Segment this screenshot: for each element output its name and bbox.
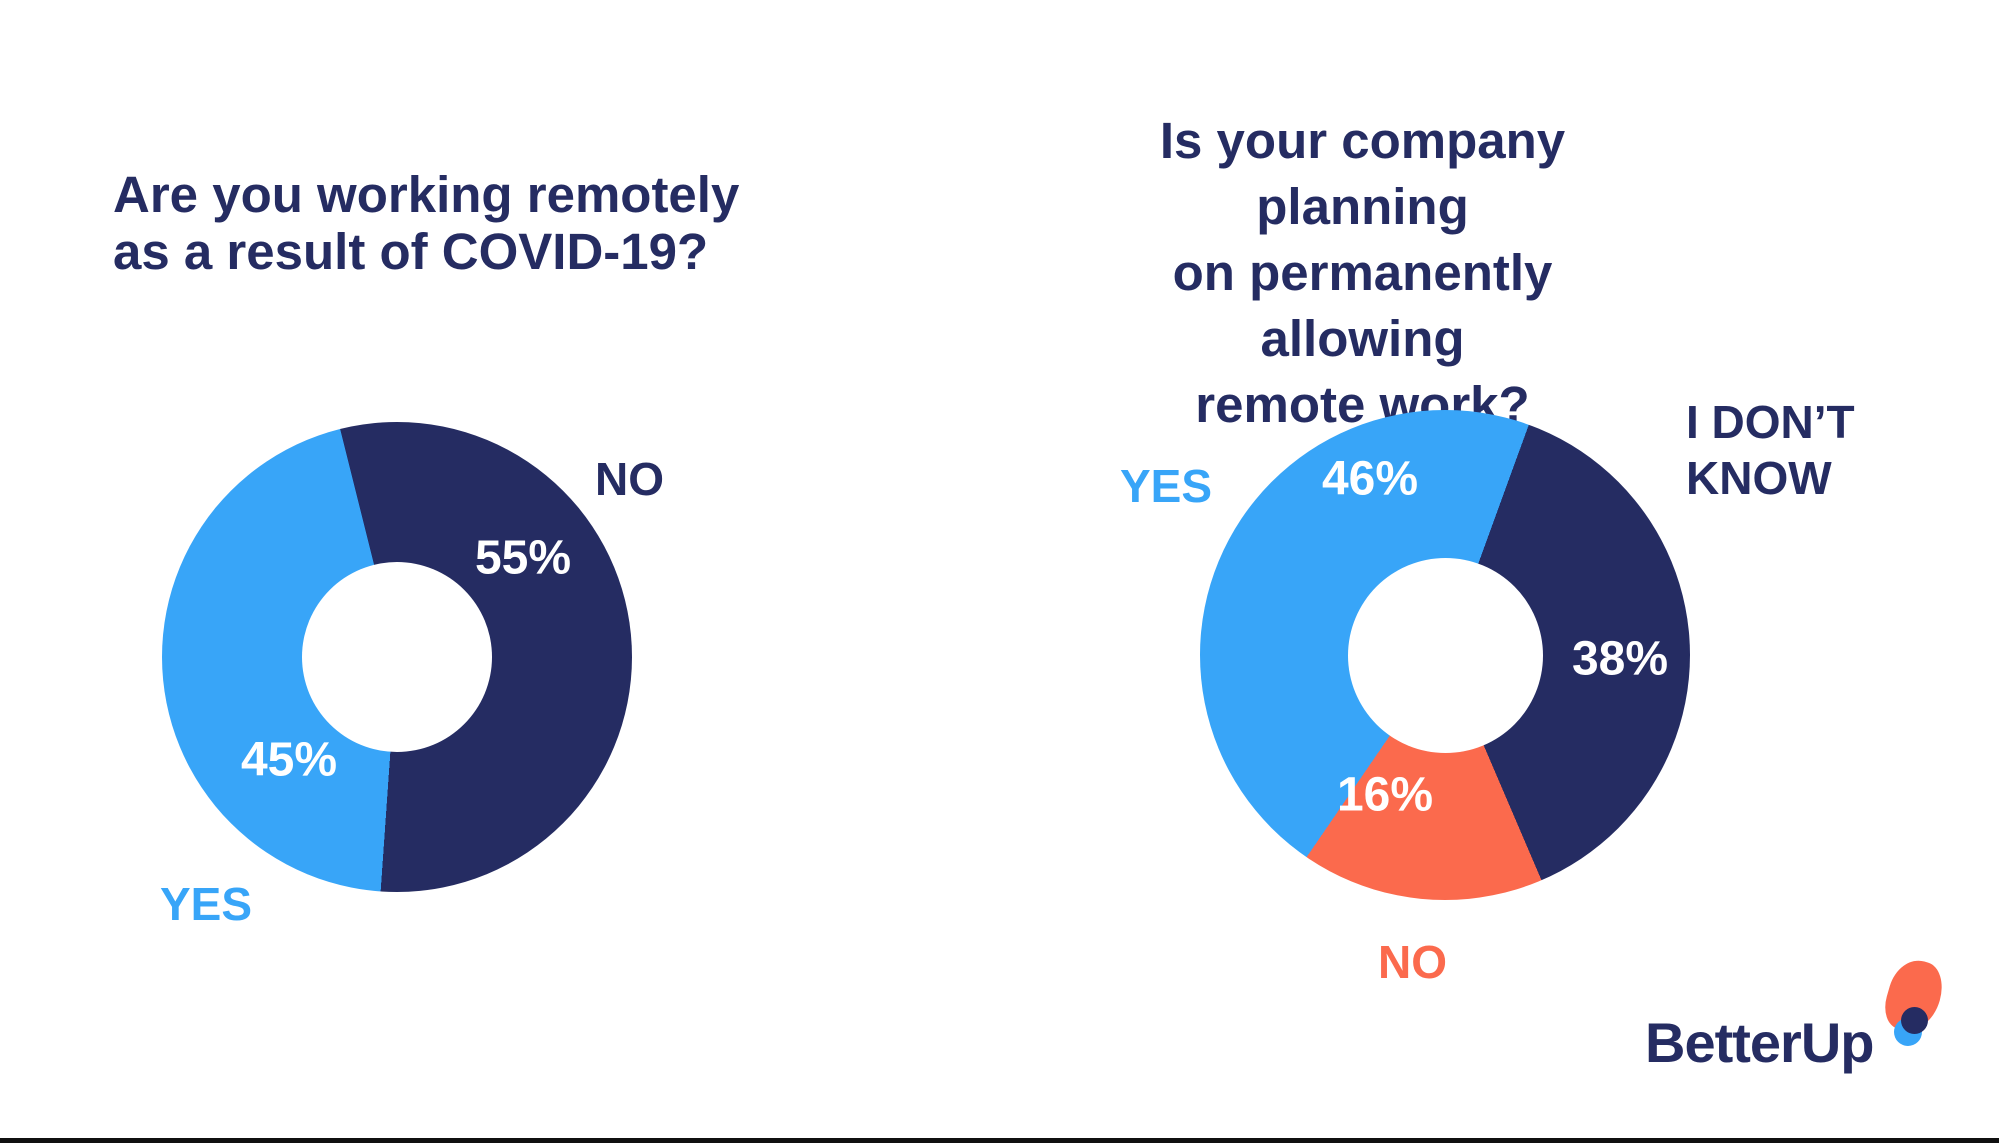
- right-chart-title-line1: Is your company planning: [1159, 112, 1566, 235]
- right-chart-label-idk-line1: I DON’T: [1686, 396, 1855, 448]
- bottom-divider-rule: [0, 1138, 1999, 1143]
- left-chart-title-line1: Are you working remotely: [113, 166, 740, 223]
- right-chart-label-yes: YES: [1120, 460, 1213, 512]
- right-donut-chart: [1200, 410, 1690, 900]
- right-chart-pct-idk: 38%: [1571, 632, 1669, 686]
- betterup-logo-wordmark: BetterUp: [1645, 1011, 1874, 1074]
- right-chart-label-idk: I DON’T KNOW: [1686, 394, 1855, 506]
- right-chart-label-idk-line2: KNOW: [1686, 452, 1832, 504]
- betterup-logo-navy-dot-icon: [1901, 1007, 1928, 1034]
- left-chart-title-line2: as a result of COVID-19?: [113, 223, 709, 280]
- left-donut-hole: [302, 562, 492, 752]
- left-chart-title: Are you working remotely as a result of …: [113, 166, 739, 280]
- right-donut-hole: [1347, 557, 1543, 753]
- right-chart-title: Is your company planning on permanently …: [1065, 108, 1660, 438]
- left-chart-pct-no: 55%: [474, 531, 572, 585]
- right-chart-pct-yes: 46%: [1321, 452, 1419, 506]
- left-chart-pct-yes: 45%: [240, 733, 338, 787]
- right-chart-title-line2: on permanently allowing: [1172, 244, 1553, 367]
- left-donut-chart: [162, 422, 632, 892]
- right-chart-pct-no: 16%: [1336, 768, 1434, 822]
- right-chart-label-no: NO: [1378, 936, 1447, 988]
- left-chart-label-no: NO: [595, 453, 664, 505]
- left-chart-label-yes: YES: [160, 878, 253, 930]
